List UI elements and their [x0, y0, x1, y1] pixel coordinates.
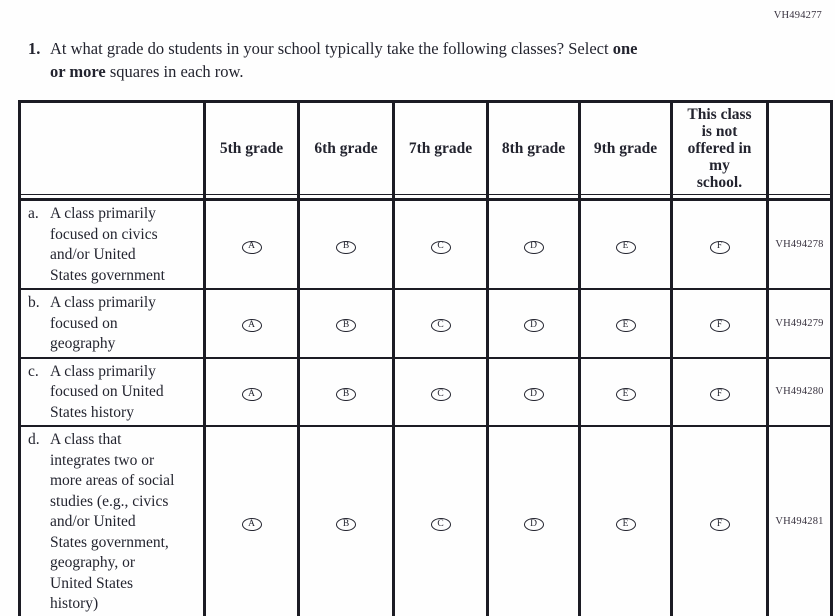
- row-d-code: VH494281: [766, 425, 832, 616]
- row-b-option-e[interactable]: E: [615, 319, 636, 333]
- row-b-option-f[interactable]: F: [709, 319, 730, 333]
- row-d-cell-5th: A: [203, 425, 299, 616]
- row-a-option-d[interactable]: D: [523, 240, 544, 254]
- question-bold-or-more: or more: [50, 62, 106, 81]
- row-b-cell-not-offered: F: [670, 288, 768, 358]
- question-bold-one: one: [612, 39, 638, 58]
- spacer-cell: [670, 194, 768, 201]
- col-header-5th-grade: 5th grade: [203, 101, 299, 195]
- row-a-option-e[interactable]: E: [615, 240, 636, 254]
- spacer-cell: [486, 194, 580, 201]
- code-col-header: [766, 101, 832, 195]
- row-c-cell-6th: B: [297, 356, 394, 426]
- question-line1: At what grade do students in your school…: [50, 39, 613, 58]
- row-a-cell-9th: E: [578, 199, 672, 289]
- row-b-code: VH494279: [766, 288, 832, 358]
- header-divider: [19, 194, 832, 201]
- col-header-8th-grade: 8th grade: [486, 101, 580, 195]
- col-header-9th-grade: 9th grade: [578, 101, 672, 195]
- row-c-cell-7th: C: [392, 356, 488, 426]
- row-b-option-c[interactable]: C: [430, 319, 451, 333]
- row-c-option-c[interactable]: C: [430, 387, 451, 401]
- row-c-cell-5th: A: [203, 356, 299, 426]
- row-b-option-a[interactable]: A: [241, 319, 262, 333]
- row-d-cell-8th: D: [486, 425, 580, 616]
- row-b-item-letter: b.: [28, 294, 40, 311]
- grade-selection-table: 5th grade 6th grade 7th grade 8th grade …: [18, 100, 833, 616]
- row-d-option-e[interactable]: E: [615, 517, 636, 531]
- question-text: At what grade do students in your school…: [50, 37, 637, 83]
- row-d-item-letter: d.: [28, 431, 40, 448]
- row-d-option-c[interactable]: C: [430, 517, 451, 531]
- row-c-option-a[interactable]: A: [241, 387, 262, 401]
- table-row-a: a. A class primarily focused on civics a…: [20, 199, 832, 290]
- row-b-item-text: A class primarily focused on geography: [50, 294, 156, 352]
- row-b-cell-8th: D: [486, 288, 580, 358]
- row-a-cell-6th: B: [297, 199, 394, 289]
- row-a-option-b[interactable]: B: [336, 240, 356, 254]
- col-header-not-offered: This class is not offered in my school.: [670, 101, 768, 195]
- spacer-cell: [578, 194, 672, 201]
- question-1: 1. At what grade do students in your sch…: [28, 37, 788, 83]
- form-code: VH494277: [773, 10, 822, 21]
- row-c-option-b[interactable]: B: [336, 387, 356, 401]
- row-b-cell-5th: A: [203, 288, 299, 358]
- row-c-code: VH494280: [766, 356, 832, 426]
- row-a-cell-7th: C: [392, 199, 488, 289]
- spacer-cell: [203, 194, 299, 201]
- spacer-cell: [766, 194, 832, 201]
- row-c-option-f[interactable]: F: [709, 387, 730, 401]
- question-number: 1.: [28, 39, 41, 58]
- row-d-option-d[interactable]: D: [523, 517, 544, 531]
- row-c-option-d[interactable]: D: [523, 387, 544, 401]
- row-d-option-f[interactable]: F: [709, 517, 730, 531]
- row-d-item-text: A class that integrates two or more area…: [50, 431, 175, 612]
- spacer-cell: [19, 194, 205, 201]
- row-label-header: [20, 102, 205, 195]
- row-c-cell-9th: E: [578, 356, 672, 426]
- spacer-cell: [297, 194, 394, 201]
- row-a-option-c[interactable]: C: [430, 240, 451, 254]
- row-a-option-f[interactable]: F: [709, 240, 730, 254]
- row-a-code: VH494278: [766, 199, 832, 289]
- row-d-option-a[interactable]: A: [241, 517, 262, 531]
- row-c-cell-8th: D: [486, 356, 580, 426]
- row-a-label: a. A class primarily focused on civics a…: [20, 200, 205, 290]
- row-d-cell-6th: B: [297, 425, 394, 616]
- table-row-b: b. A class primarily focused on geograph…: [19, 288, 832, 358]
- row-a-cell-8th: D: [486, 199, 580, 289]
- row-d-cell-not-offered: F: [670, 425, 768, 616]
- row-c-item-text: A class primarily focused on United Stat…: [50, 362, 164, 421]
- row-d-cell-9th: E: [578, 425, 672, 616]
- col-header-7th-grade: 7th grade: [392, 101, 488, 195]
- row-a-cell-5th: A: [203, 199, 299, 289]
- row-c-item-letter: c.: [28, 362, 39, 380]
- row-d-label: d. A class that integrates two or more a…: [19, 425, 205, 616]
- question-line2: squares in each row.: [105, 62, 244, 81]
- row-b-label: b. A class primarily focused on geograph…: [19, 288, 205, 358]
- table-row-c: c. A class primarily focused on United S…: [19, 356, 832, 426]
- row-c-option-e[interactable]: E: [615, 387, 636, 401]
- row-b-option-d[interactable]: D: [523, 319, 544, 333]
- spacer-cell: [392, 194, 488, 201]
- row-a-item-text: A class primarily focused on civics and/…: [50, 205, 165, 284]
- row-a-item-letter: a.: [28, 205, 39, 222]
- row-b-option-b[interactable]: B: [336, 319, 356, 333]
- row-d-option-b[interactable]: B: [336, 517, 356, 531]
- table-row-d: d. A class that integrates two or more a…: [19, 425, 832, 616]
- row-b-cell-6th: B: [297, 288, 394, 358]
- row-b-cell-9th: E: [578, 288, 672, 358]
- row-a-cell-not-offered: F: [670, 199, 768, 289]
- row-d-cell-7th: C: [392, 425, 488, 616]
- row-b-cell-7th: C: [392, 288, 488, 358]
- header-row: 5th grade 6th grade 7th grade 8th grade …: [20, 101, 832, 195]
- row-c-cell-not-offered: F: [670, 356, 768, 426]
- row-a-option-a[interactable]: A: [241, 240, 262, 254]
- row-c-label: c. A class primarily focused on United S…: [19, 356, 205, 426]
- col-header-6th-grade: 6th grade: [297, 101, 394, 195]
